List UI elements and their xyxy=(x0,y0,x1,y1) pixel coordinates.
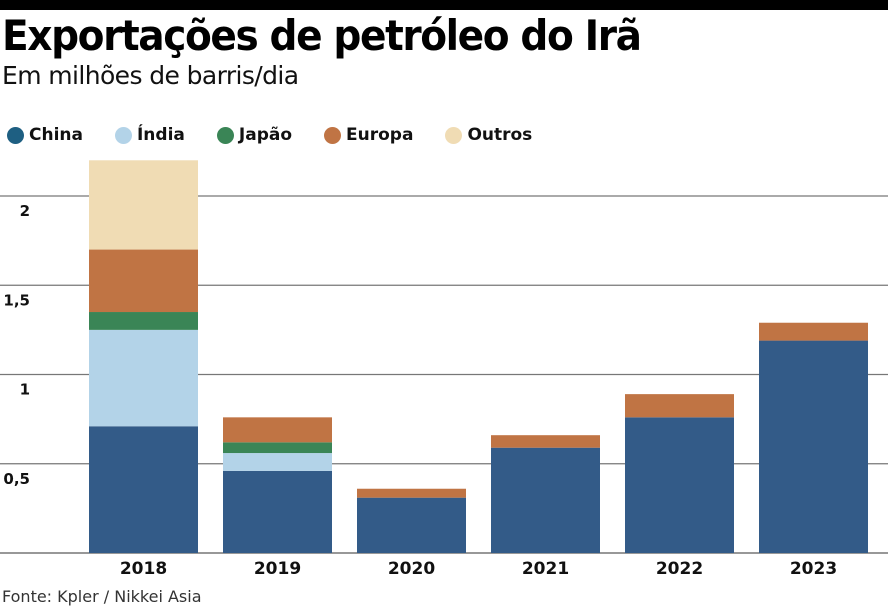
bar-segment-europa-2018 xyxy=(89,249,198,313)
y-tick-label: 0,5 xyxy=(3,470,30,488)
bar-segment-japao-2018 xyxy=(89,312,198,330)
legend-label-japan: Japão xyxy=(238,125,293,145)
bar-segment-china-2018 xyxy=(89,426,198,553)
bar-segment-india-2019 xyxy=(223,453,332,471)
legend-label-india: Índia xyxy=(136,125,185,145)
x-tick-label: 2022 xyxy=(656,559,703,579)
bar-segment-china-2021 xyxy=(491,447,600,553)
bar-segment-europa-2023 xyxy=(759,322,868,341)
chart-title: Exportações de petróleo do Irã xyxy=(2,11,642,60)
legend-label-europe: Europa xyxy=(346,125,414,145)
legend-item-china: China xyxy=(7,124,83,146)
bar-segment-india-2018 xyxy=(89,329,198,427)
x-axis-ticks: 2018 2019 2020 2021 2022 2023 xyxy=(120,559,837,579)
bar-segment-europa-2019 xyxy=(223,417,332,443)
x-tick-label: 2020 xyxy=(388,559,435,579)
legend-label-china: China xyxy=(29,125,83,145)
y-tick-label: 1,5 xyxy=(3,291,30,309)
y-axis-ticks: 0,5 1 1,5 2 xyxy=(3,202,30,488)
legend-swatch-china xyxy=(7,126,24,144)
x-tick-label: 2021 xyxy=(522,559,569,579)
bars xyxy=(89,160,868,553)
x-tick-label: 2023 xyxy=(790,559,837,579)
legend-label-others: Outros xyxy=(467,125,533,145)
bar-segment-china-2020 xyxy=(357,497,466,553)
source-note: Fonte: Kpler / Nikkei Asia xyxy=(2,587,202,606)
x-tick-label: 2019 xyxy=(254,559,301,579)
bar-segment-china-2019 xyxy=(223,470,332,553)
bar-segment-japao-2019 xyxy=(223,442,332,454)
legend-item-india: Índia xyxy=(114,124,185,146)
legend: China Índia Japão Europa Outros xyxy=(7,124,564,146)
legend-swatch-europe xyxy=(324,126,342,144)
y-tick-label: 2 xyxy=(20,202,30,220)
legend-swatch-india xyxy=(114,126,132,144)
y-tick-label: 1 xyxy=(20,381,30,399)
legend-item-others: Outros xyxy=(445,124,532,146)
bar-segment-europa-2020 xyxy=(357,488,466,498)
legend-item-japan: Japão xyxy=(216,124,293,146)
bar-segment-outros-2018 xyxy=(89,160,198,250)
x-tick-label: 2018 xyxy=(120,559,167,579)
top-bar xyxy=(0,0,888,10)
legend-swatch-japan xyxy=(216,126,234,144)
bar-segment-china-2023 xyxy=(759,340,868,553)
bar-segment-china-2022 xyxy=(625,417,734,553)
chart-subtitle: Em milhões de barris/dia xyxy=(2,61,299,90)
legend-item-europe: Europa xyxy=(324,124,413,146)
bar-segment-europa-2021 xyxy=(491,435,600,448)
legend-swatch-others xyxy=(445,126,463,144)
bar-segment-europa-2022 xyxy=(625,394,734,418)
